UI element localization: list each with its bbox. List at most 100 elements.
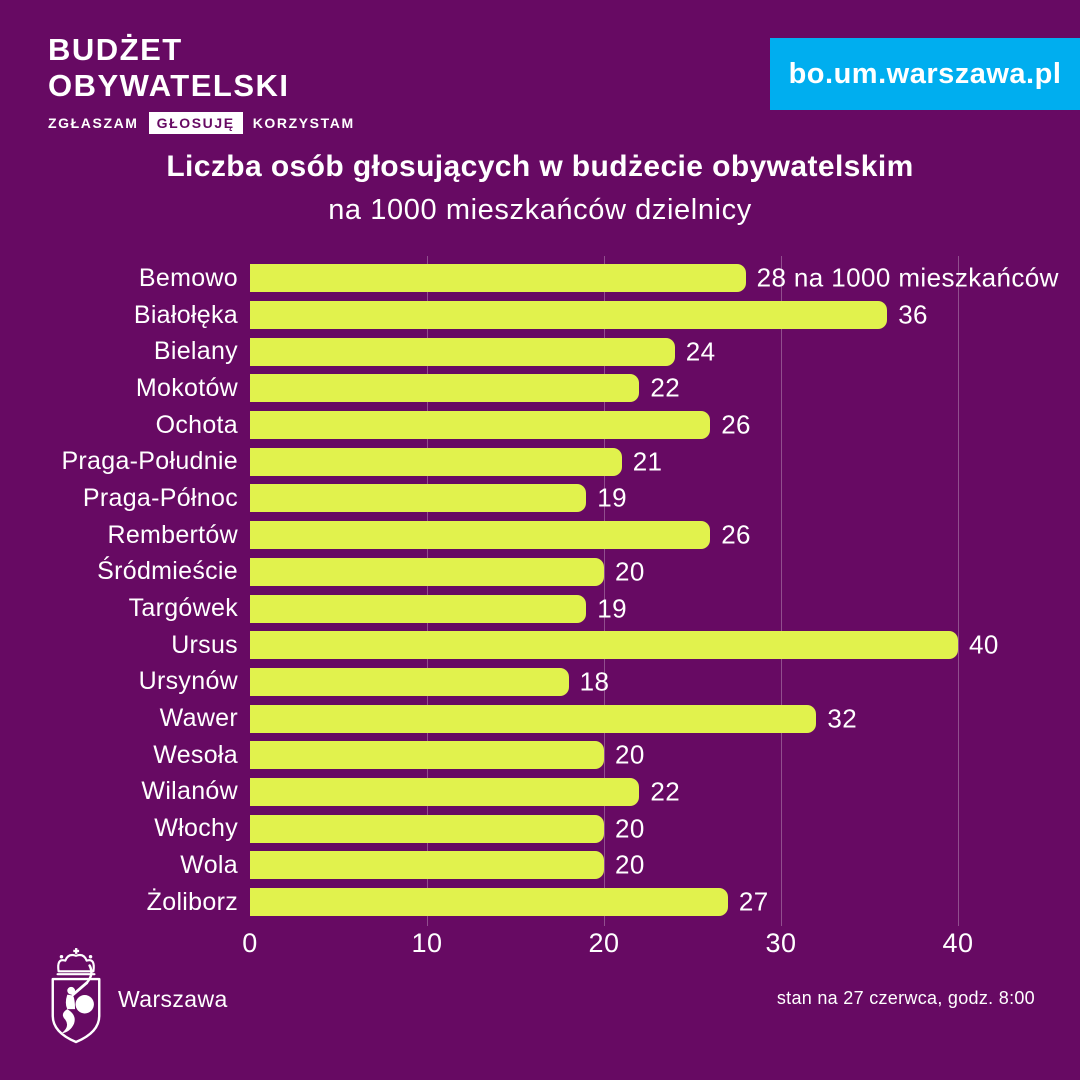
chart-row: Wilanów 22 [0,774,1080,811]
bar [250,411,711,440]
chart-row: Wawer 32 [0,700,1080,737]
district-label: Bielany [153,337,238,366]
bar-value-label: 32 [827,703,858,734]
bar-area: 26 [250,519,1080,550]
chart-row: Śródmieście 20 [0,554,1080,591]
bar-value-label: 24 [685,336,716,367]
logo-line-1: BUDŻET [48,32,183,67]
bar-value-label: 18 [579,666,610,697]
district-label: Rembertów [107,520,238,549]
bar [250,704,817,733]
bar-value-label: 20 [615,849,645,880]
chart-row: Bielany 24 [0,333,1080,370]
bar-value-label: 22 [650,372,681,403]
x-axis-tick-label: 0 [242,928,258,958]
bar [250,301,888,330]
chart-row: Wesoła 20 [0,737,1080,774]
bar-value-label: 19 [597,593,628,624]
bar-area: 19 [250,483,1080,513]
chart-row: Włochy 20 [0,810,1080,847]
bar-value-label: 26 [721,409,751,440]
chart-row: Żoliborz 27 [0,884,1080,921]
district-label: Ochota [155,410,238,439]
district-label: Wilanów [141,777,238,806]
bar [250,741,604,770]
chart-title-line-2: na 1000 mieszkańców dzielnicy [328,194,752,226]
bar-area: 20 [250,740,1080,770]
district-label: Ursynów [138,667,238,696]
chart-title-line-1: Liczba osób głosujących w budżecie obywa… [166,150,914,183]
chart-row: Praga-Południe 21 [0,443,1080,480]
bar-area: 20 [250,556,1080,587]
bar-value-label: 20 [615,556,645,587]
tagline-glosuje-highlight: GŁOSUJĘ [148,111,243,134]
bar [250,447,622,476]
district-label: Wawer [159,704,238,733]
bar [250,667,569,696]
bar [250,484,587,513]
tagline-zglaszam: ZGŁASZAM [48,114,139,131]
chart-row: Rembertów 26 [0,517,1080,554]
bar [250,557,604,586]
chart-row: Wola 20 [0,847,1080,884]
url-banner: bo.um.warszawa.pl [770,38,1080,110]
district-label: Białołęka [133,300,238,329]
bar-area: 20 [250,849,1080,880]
bar [250,374,640,403]
bar [250,888,728,917]
district-label: Włochy [154,814,238,843]
x-axis: 0 10 20 30 40 [242,928,973,968]
bar [250,631,958,660]
status-timestamp: stan na 27 czerwca, godz. 8:00 [776,988,1035,1008]
district-label: Wesoła [153,740,238,769]
chart-title: Liczba osób głosujących w budżecie obywa… [0,150,1080,227]
bar [250,777,640,806]
bar-area: 22 [250,372,1080,403]
district-label: Targówek [128,594,238,623]
bar-area: 36 [250,299,1080,330]
bar-area: 21 [250,446,1080,477]
district-label: Bemowo [138,263,238,292]
chart-row: Praga-Północ 19 [0,480,1080,517]
bar-area: 22 [250,776,1080,807]
bar [250,337,675,366]
logo-line-2: OBYWATELSKI [48,67,290,103]
bar [250,264,746,293]
bar [250,594,587,623]
bar-area: 20 [250,813,1080,844]
district-label: Żoliborz [146,887,238,916]
bar-area: 40 [250,629,1080,660]
bar-area: 32 [250,703,1080,734]
x-axis-tick-label: 40 [942,928,974,958]
city-label: Warszawa [118,986,228,1012]
bar [250,814,604,843]
chart-row: Ochota 26 [0,407,1080,444]
bar-area: 18 [250,666,1080,697]
budzet-obywatelski-logo: BUDŻET OBYWATELSKI ZGŁASZAM GŁOSUJĘ KORZ… [48,32,355,134]
bar [250,851,604,880]
bar-area: 27 [250,886,1080,917]
bar-area: 24 [250,336,1080,367]
bar-value-label: 40 [969,629,999,660]
chart-row: Ursynów 18 [0,664,1080,701]
bar-value-label: 27 [738,886,769,917]
bar-chart: Bemowo 28 na 1000 mieszkańców Białołęka 36 B… [0,256,1080,968]
chart-row: Bemowo 28 na 1000 mieszkańców [0,260,1080,297]
chart-row: Białołęka 36 [0,297,1080,334]
district-label: Praga-Południe [61,447,238,476]
x-axis-tick-label: 20 [588,928,620,958]
bar-value-label: 36 [898,299,928,330]
bar-value-label: 20 [615,813,645,844]
chart-row: Targówek 19 [0,590,1080,627]
bar-value-label: 26 [721,519,751,550]
bar-value-label: 21 [632,446,663,477]
bar-area: 19 [250,593,1080,624]
logo-tagline: ZGŁASZAM GŁOSUJĘ KORZYSTAM [48,111,355,134]
district-label: Praga-Północ [82,483,238,512]
x-axis-tick-label: 10 [411,928,443,958]
bar-area: 26 [250,409,1080,440]
chart-rows: Bemowo 28 na 1000 mieszkańców Białołęka 36 B… [0,260,1080,920]
bar-value-label: 22 [650,776,681,807]
bar-value-label: 28 na 1000 mieszkańców [756,262,1059,293]
chart-row: Ursus 40 [0,627,1080,664]
